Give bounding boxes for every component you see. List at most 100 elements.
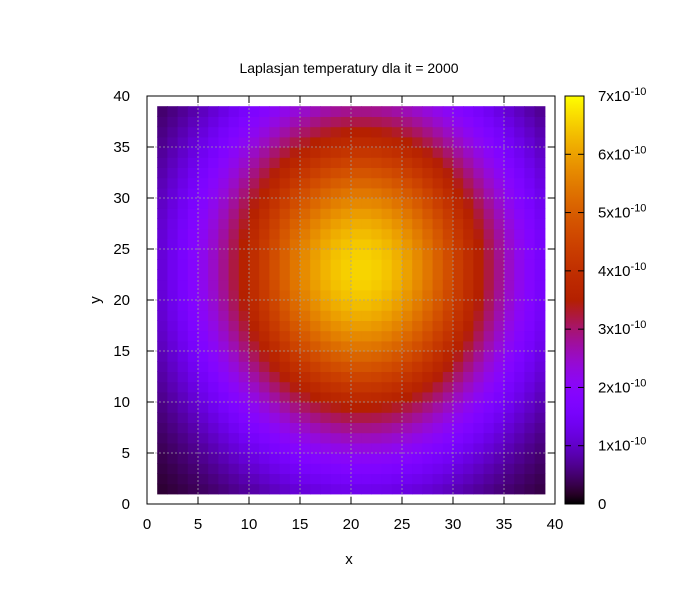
heatmap-cell (340, 177, 352, 189)
heatmap-cell (289, 147, 301, 158)
heatmap-cell (208, 402, 219, 413)
heatmap-cell (310, 442, 321, 454)
heatmap-cell (351, 198, 362, 209)
heatmap-cell (177, 351, 189, 362)
heatmap-cell (187, 371, 199, 383)
heatmap-cell (187, 198, 199, 209)
heatmap-cell (483, 432, 495, 444)
heatmap-cell (320, 340, 332, 352)
heatmap-cell (463, 177, 474, 189)
heatmap-cell (473, 300, 485, 311)
heatmap-cell (310, 167, 321, 179)
heatmap-cell (167, 330, 179, 342)
heatmap-cell (432, 351, 444, 362)
heatmap-cell (249, 136, 260, 148)
heatmap-cell (514, 330, 525, 342)
heatmap-cell (422, 269, 434, 281)
heatmap-cell (340, 402, 352, 413)
heatmap-cell (351, 126, 362, 138)
heatmap-cell (402, 391, 413, 403)
heatmap-cell (351, 208, 362, 219)
heatmap-cell (514, 208, 525, 219)
heatmap-cell (442, 147, 454, 158)
heatmap-cell (228, 228, 240, 240)
heatmap-cell (453, 442, 464, 454)
heatmap-cell (249, 391, 260, 403)
heatmap-cell (167, 157, 179, 168)
heatmap-cell (391, 402, 403, 413)
heatmap-cell (289, 391, 301, 403)
heatmap-cell (330, 422, 342, 434)
heatmap-cell (330, 442, 342, 454)
heatmap-cell (351, 330, 362, 342)
heatmap-cell (422, 473, 434, 485)
heatmap-cell (381, 177, 393, 189)
heatmap-cell (391, 330, 403, 342)
heatmap-cell (361, 147, 372, 158)
heatmap-cell (259, 177, 270, 189)
heatmap-cell (473, 126, 485, 138)
heatmap-cell (279, 330, 291, 342)
heatmap-cell (422, 238, 434, 250)
heatmap-cell (279, 340, 291, 352)
heatmap-cell (422, 432, 434, 444)
heatmap-cell (259, 402, 270, 413)
heatmap-cell (371, 432, 383, 444)
heatmap-cell (381, 187, 393, 199)
heatmap-cell (483, 289, 495, 301)
heatmap-cell (463, 126, 474, 138)
heatmap-cell (473, 432, 485, 444)
heatmap-cell (412, 463, 423, 474)
heatmap-cell (208, 453, 219, 464)
heatmap-cell (198, 371, 209, 383)
heatmap-cell (167, 238, 179, 250)
heatmap-cell (483, 300, 495, 311)
heatmap-cell (310, 422, 321, 434)
heatmap-cell (504, 126, 515, 138)
y-tick-label: 15 (113, 343, 130, 360)
heatmap-cell (228, 422, 240, 434)
heatmap-cell (198, 422, 209, 434)
heatmap-cell (504, 391, 515, 403)
heatmap-cell (289, 320, 301, 332)
y-tick-label: 5 (122, 445, 130, 462)
heatmap-cell (463, 310, 474, 321)
heatmap-cell (534, 177, 546, 189)
heatmap-cell (524, 177, 536, 189)
heatmap-cell (442, 167, 454, 179)
heatmap-cell (514, 249, 525, 260)
heatmap-cell (381, 463, 393, 474)
heatmap-cell (208, 320, 219, 332)
heatmap-cell (300, 126, 311, 138)
heatmap-cell (432, 330, 444, 342)
heatmap-cell (187, 147, 199, 158)
heatmap-cell (228, 218, 240, 230)
heatmap-cell (463, 300, 474, 311)
heatmap-cell (473, 289, 485, 301)
heatmap-cell (473, 218, 485, 230)
heatmap-cell (320, 361, 332, 372)
heatmap-cell (218, 177, 230, 189)
heatmap-cell (442, 412, 454, 423)
heatmap-cell (300, 412, 311, 423)
heatmap-cell (269, 238, 281, 250)
heatmap-cell (187, 218, 199, 230)
heatmap-cell (177, 361, 189, 372)
heatmap-cell (534, 157, 546, 168)
heatmap-cell (300, 279, 311, 291)
heatmap-cell (351, 340, 362, 352)
heatmap-cell (289, 187, 301, 199)
x-tick-label: 0 (143, 516, 151, 533)
heatmap-cell (167, 218, 179, 230)
heatmap-cell (279, 136, 291, 148)
heatmap-cell (493, 269, 505, 281)
heatmap-cell (218, 351, 230, 362)
heatmap-cell (463, 147, 474, 158)
heatmap-cell (361, 238, 372, 250)
heatmap-cell (167, 371, 179, 383)
heatmap-cell (300, 391, 311, 403)
heatmap-cell (391, 218, 403, 230)
heatmap-cell (269, 289, 281, 301)
heatmap-cell (228, 453, 240, 464)
heatmap-cell (300, 453, 311, 464)
